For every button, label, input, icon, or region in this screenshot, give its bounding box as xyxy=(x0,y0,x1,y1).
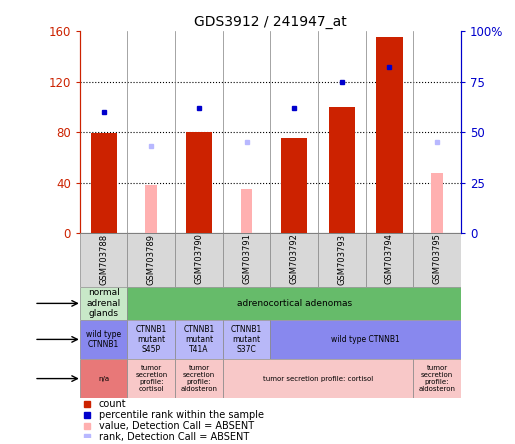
Text: normal
adrenal
glands: normal adrenal glands xyxy=(87,289,121,318)
Bar xyxy=(80,359,128,398)
Bar xyxy=(91,134,117,233)
Bar xyxy=(80,320,128,359)
Bar xyxy=(329,107,355,233)
Text: percentile rank within the sample: percentile rank within the sample xyxy=(99,410,264,420)
Text: GSM703789: GSM703789 xyxy=(147,234,156,285)
Text: tumor
secretion
profile:
aldosteron: tumor secretion profile: aldosteron xyxy=(419,365,456,392)
Text: count: count xyxy=(99,399,127,409)
Bar xyxy=(431,173,443,233)
Text: value, Detection Call = ABSENT: value, Detection Call = ABSENT xyxy=(99,421,254,431)
Bar xyxy=(222,233,270,287)
Bar xyxy=(175,233,222,287)
Text: tumor
secretion
profile:
aldosteron: tumor secretion profile: aldosteron xyxy=(180,365,217,392)
Text: CTNNB1
mutant
S37C: CTNNB1 mutant S37C xyxy=(231,325,262,354)
Text: n/a: n/a xyxy=(98,376,109,381)
Bar xyxy=(175,320,222,359)
Bar xyxy=(281,139,307,233)
Bar xyxy=(366,233,413,287)
Bar xyxy=(318,233,366,287)
Bar xyxy=(128,233,175,287)
Bar xyxy=(413,359,461,398)
Text: tumor secretion profile: cortisol: tumor secretion profile: cortisol xyxy=(263,376,373,381)
Bar xyxy=(376,37,403,233)
Text: CTNNB1
mutant
T41A: CTNNB1 mutant T41A xyxy=(183,325,215,354)
Text: GSM703788: GSM703788 xyxy=(99,234,108,285)
Bar xyxy=(270,233,318,287)
Bar xyxy=(128,320,175,359)
Bar xyxy=(80,233,128,287)
Bar xyxy=(145,185,157,233)
Text: adrenocortical adenomas: adrenocortical adenomas xyxy=(236,299,352,308)
Text: GSM703795: GSM703795 xyxy=(433,234,441,285)
Bar xyxy=(222,320,270,359)
Bar xyxy=(80,287,128,320)
Bar xyxy=(270,320,461,359)
Text: CTNNB1
mutant
S45P: CTNNB1 mutant S45P xyxy=(135,325,167,354)
Text: tumor
secretion
profile:
cortisol: tumor secretion profile: cortisol xyxy=(135,365,167,392)
Bar xyxy=(186,132,212,233)
Bar xyxy=(222,359,413,398)
Bar xyxy=(128,287,461,320)
Text: GSM703794: GSM703794 xyxy=(385,234,394,285)
Title: GDS3912 / 241947_at: GDS3912 / 241947_at xyxy=(194,15,347,29)
Text: rank, Detection Call = ABSENT: rank, Detection Call = ABSENT xyxy=(99,432,249,442)
Text: GSM703791: GSM703791 xyxy=(242,234,251,285)
Text: GSM703792: GSM703792 xyxy=(290,234,299,285)
Text: GSM703790: GSM703790 xyxy=(195,234,203,285)
Text: wild type
CTNNB1: wild type CTNNB1 xyxy=(86,330,121,349)
Bar xyxy=(413,233,461,287)
Text: wild type CTNNB1: wild type CTNNB1 xyxy=(331,335,400,344)
Bar xyxy=(128,359,175,398)
Bar xyxy=(175,359,222,398)
Bar xyxy=(241,189,252,233)
Text: GSM703793: GSM703793 xyxy=(337,234,346,285)
